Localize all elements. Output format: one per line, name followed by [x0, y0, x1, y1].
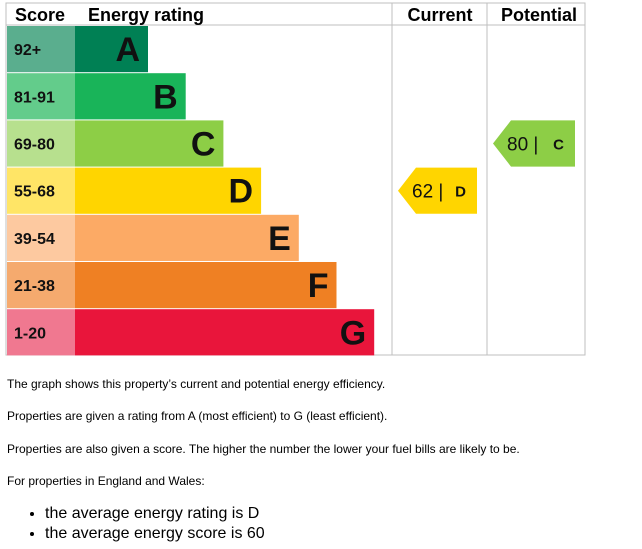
rating-bar-g — [75, 309, 375, 356]
current-rating-marker-score: 62 | — [412, 182, 443, 203]
score-range-c: 69-80 — [14, 137, 55, 154]
potential-rating-marker-band: C — [553, 137, 564, 154]
score-range-b: 81-91 — [14, 89, 55, 106]
note-graph-description: The graph shows this property’s current … — [7, 377, 386, 391]
epc-chart: Score Energy rating Current Potential 92… — [5, 2, 586, 356]
rating-letter-e: E — [268, 220, 291, 258]
rating-bar-b — [75, 73, 186, 120]
score-range-d: 55-68 — [14, 184, 55, 201]
note-score-meaning: Properties are also given a score. The h… — [7, 442, 520, 456]
current-rating-marker: 62 | D — [398, 167, 477, 214]
rating-bar-c — [75, 120, 224, 167]
score-range-cell-a — [7, 26, 75, 73]
score-range-a: 92+ — [14, 42, 41, 59]
rating-bar-f — [75, 262, 337, 309]
current-rating-marker-band: D — [455, 184, 466, 201]
rating-letter-a: A — [115, 31, 140, 69]
rating-letter-f: F — [308, 267, 329, 305]
potential-rating-marker-arrow — [493, 120, 575, 167]
potential-rating-marker: 80 | C — [493, 120, 575, 167]
average-rating-item: the average energy rating is D — [45, 504, 265, 524]
current-rating-marker-arrow — [398, 167, 477, 214]
header-score: Score — [15, 5, 65, 25]
averages-list: the average energy rating is D the avera… — [7, 504, 265, 544]
rating-letter-c: C — [191, 126, 216, 164]
rating-bar-a — [75, 26, 148, 73]
score-range-cell-d — [7, 167, 75, 214]
score-range-cell-c — [7, 120, 75, 167]
rating-letter-g: G — [340, 314, 366, 352]
average-score-item: the average energy score is 60 — [45, 524, 265, 544]
score-range-f: 21-38 — [14, 278, 55, 295]
score-range-cell-g — [7, 309, 75, 356]
score-range-cell-b — [7, 73, 75, 120]
rating-bands: 92+ A 81-91 B 69-80 C 55-68 D 39-54 E 21-38 F 1-20 G — [7, 26, 375, 356]
note-rating-scale: Properties are given a rating from A (mo… — [7, 409, 388, 423]
rating-letter-b: B — [153, 78, 178, 116]
rating-markers: 62 | D 80 | C — [398, 120, 575, 214]
header-potential: Potential — [501, 5, 577, 25]
score-range-g: 1-20 — [14, 325, 46, 342]
score-range-cell-e — [7, 214, 75, 261]
score-range-cell-f — [7, 262, 75, 309]
score-range-e: 39-54 — [14, 231, 55, 248]
rating-bar-d — [75, 167, 262, 214]
header-current: Current — [407, 5, 472, 25]
rating-letter-d: D — [229, 173, 254, 211]
potential-rating-marker-score: 80 | — [507, 135, 538, 156]
header-energy-rating: Energy rating — [88, 5, 204, 25]
rating-bar-e — [75, 214, 299, 261]
note-region: For properties in England and Wales: — [7, 474, 205, 488]
